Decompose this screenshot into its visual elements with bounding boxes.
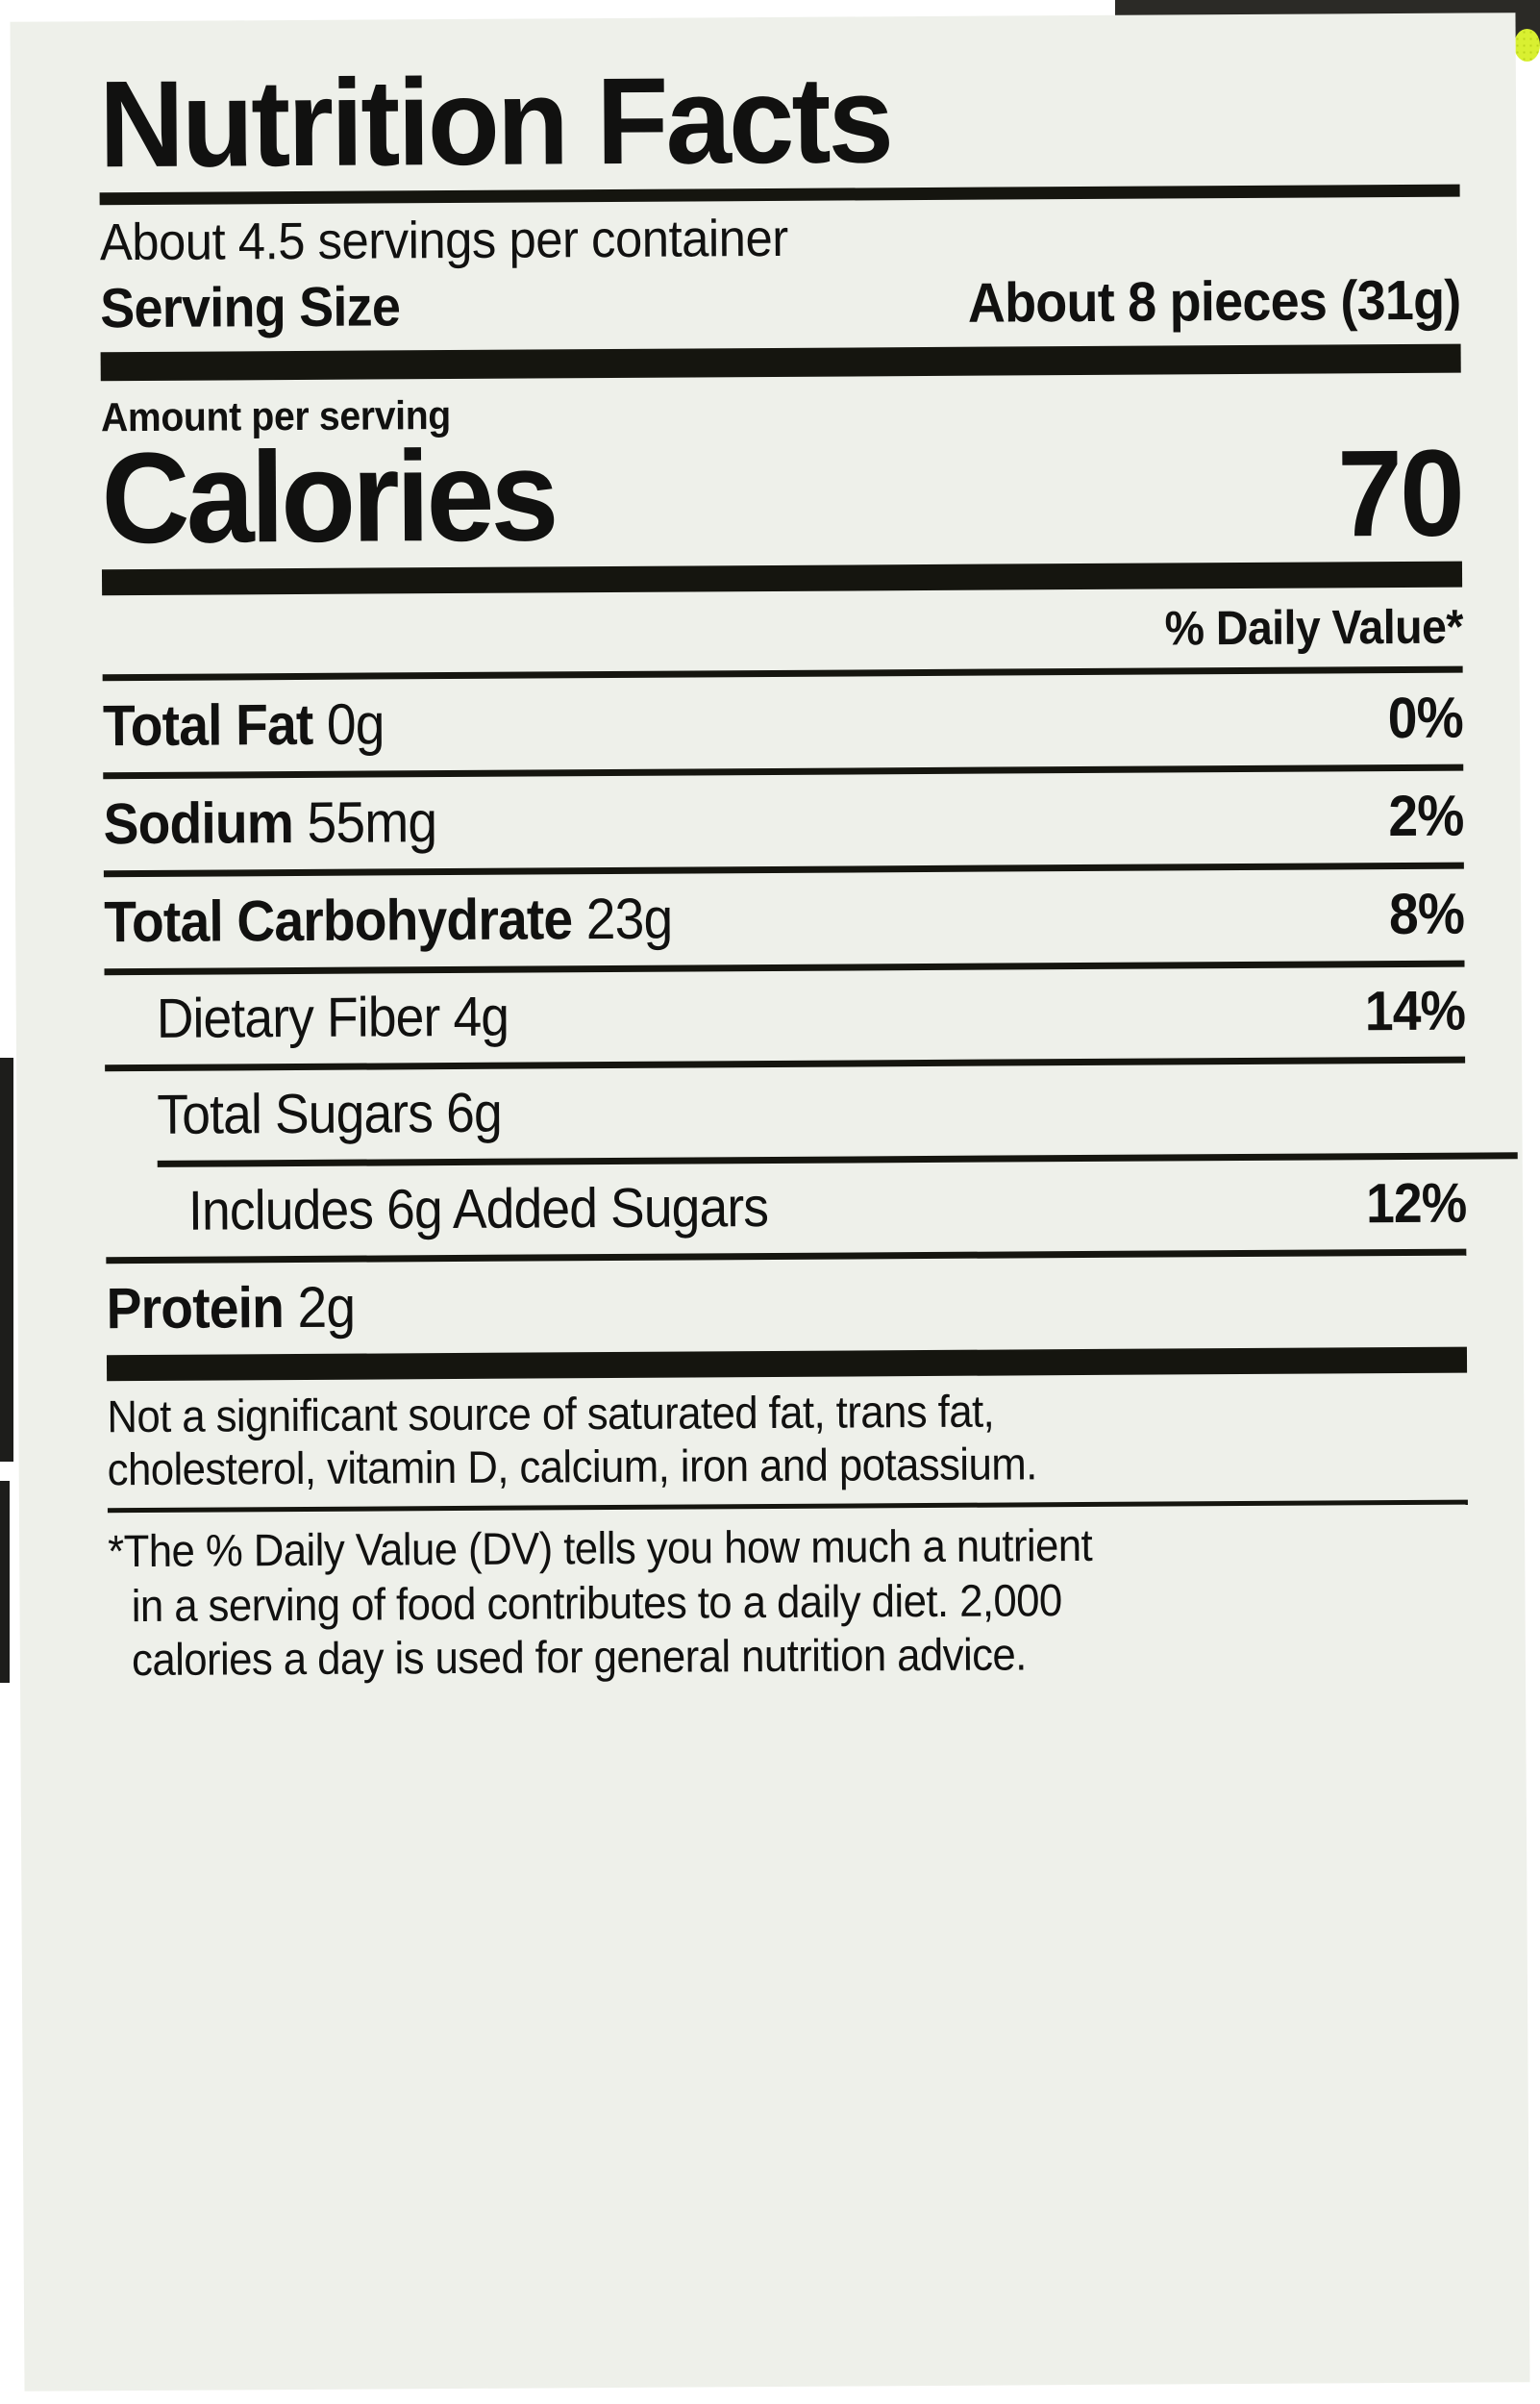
sodium-percent: 2% bbox=[1388, 784, 1464, 849]
table-row-total-carbohydrate: Total Carbohydrate 23g 8% bbox=[104, 869, 1465, 969]
footnote-daily-value-line-3: calories a day is used for general nutri… bbox=[131, 1628, 1027, 1686]
total-fat-amount: 0g bbox=[326, 691, 385, 758]
table-row-added-sugars: Includes 6g Added Sugars 12% bbox=[106, 1160, 1467, 1258]
protein-amount: 2g bbox=[297, 1275, 356, 1340]
table-row-dietary-fiber: Dietary Fiber 4g 14% bbox=[105, 967, 1466, 1065]
dietary-fiber-percent: 14% bbox=[1364, 980, 1465, 1043]
added-sugars-text: Includes 6g Added Sugars bbox=[187, 1176, 769, 1243]
total-sugars-text: Total Sugars 6g bbox=[157, 1082, 502, 1147]
protein-name: Protein 2g bbox=[106, 1274, 355, 1342]
calories-value: 70 bbox=[1336, 425, 1462, 563]
total-fat-name: Total Fat 0g bbox=[103, 691, 385, 760]
footnote-daily-value-line-1: *The % Daily Value (DV) tells you how mu… bbox=[108, 1519, 1093, 1577]
total-carbohydrate-amount: 23g bbox=[585, 887, 673, 952]
divider-thick-under-serving bbox=[100, 344, 1461, 382]
serving-size-label: Serving Size bbox=[100, 275, 401, 340]
footnote-daily-value: *The % Daily Value (DV) tells you how mu… bbox=[108, 1505, 1469, 1688]
package-left-edge-mark bbox=[0, 1058, 13, 1462]
page-title: Nutrition Facts bbox=[98, 51, 892, 194]
total-carbohydrate-percent: 8% bbox=[1388, 882, 1465, 947]
footnote-not-significant-line-2: cholesterol, vitamin D, calcium, iron an… bbox=[107, 1438, 1037, 1495]
dietary-fiber-text: Dietary Fiber 4g bbox=[156, 986, 509, 1051]
package-left-edge-mark bbox=[0, 1481, 10, 1683]
footnote-not-significant-source: Not a significant source of saturated fa… bbox=[107, 1373, 1468, 1509]
table-row-sodium: Sodium 55mg 2% bbox=[103, 771, 1464, 871]
protein-name-bold: Protein bbox=[106, 1275, 285, 1341]
sodium-amount: 55mg bbox=[307, 789, 437, 856]
total-carbohydrate-name: Total Carbohydrate 23g bbox=[104, 886, 673, 956]
serving-size-value: About 8 pieces (31g) bbox=[967, 269, 1461, 336]
nutrition-facts-panel: Nutrition Facts About 4.5 servings per c… bbox=[10, 13, 1530, 2391]
servings-per-container: About 4.5 servings per container bbox=[99, 210, 788, 272]
table-row-total-fat: Total Fat 0g 0% bbox=[103, 673, 1464, 773]
footnote-daily-value-line-2: in a serving of food contributes to a da… bbox=[131, 1573, 1062, 1631]
daily-value-header-text: % Daily Value* bbox=[1164, 600, 1463, 656]
total-fat-name-bold: Total Fat bbox=[102, 692, 313, 759]
calories-row: Calories 70 bbox=[101, 424, 1462, 571]
sodium-name-bold: Sodium bbox=[103, 790, 294, 857]
footnote-not-significant-line-1: Not a significant source of saturated fa… bbox=[107, 1386, 995, 1442]
table-row-protein: Protein 2g bbox=[106, 1256, 1467, 1356]
package-green-splatter-icon bbox=[1514, 29, 1540, 62]
daily-value-header: % Daily Value* bbox=[102, 588, 1462, 675]
calories-label: Calories bbox=[101, 424, 556, 571]
added-sugars-percent: 12% bbox=[1365, 1172, 1467, 1236]
total-carbohydrate-name-bold: Total Carbohydrate bbox=[104, 887, 573, 955]
serving-size-row: Serving Size About 8 pieces (31g) bbox=[100, 268, 1460, 341]
table-row-total-sugars: Total Sugars 6g bbox=[105, 1064, 1466, 1162]
sodium-name: Sodium 55mg bbox=[103, 789, 436, 858]
total-fat-percent: 0% bbox=[1387, 686, 1464, 751]
